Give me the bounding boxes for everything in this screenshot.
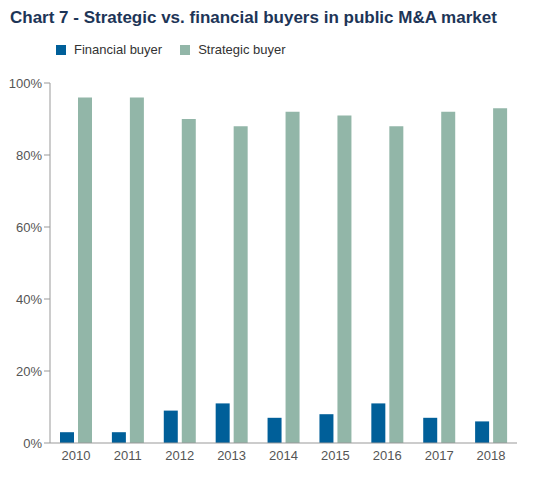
html-text:Chart 7 - Strategic vs. financ: Chart 7 - Strategic vs. financial buyers… [10,8,497,27]
svg-text:2016: 2016 [373,448,402,463]
html-text:Financial buyer: Financial buyer [74,42,163,57]
svg-text:80%: 80% [16,148,42,163]
svg-text:20%: 20% [16,364,42,379]
html-text:Strategic buyer: Strategic buyer [198,42,286,57]
svg-text:2013: 2013 [217,448,246,463]
svg-text:2011: 2011 [114,448,142,463]
svg-text:0%: 0% [23,436,42,451]
svg-text:2012: 2012 [165,448,194,463]
svg-text:60%: 60% [16,220,42,235]
svg-text:2010: 2010 [61,448,90,463]
svg-text:40%: 40% [16,292,42,307]
svg-text:2018: 2018 [477,448,506,463]
svg-text:2014: 2014 [269,448,298,463]
svg-text:100%: 100% [9,76,43,91]
svg-text:2017: 2017 [425,448,454,463]
svg-text:2015: 2015 [321,448,350,463]
